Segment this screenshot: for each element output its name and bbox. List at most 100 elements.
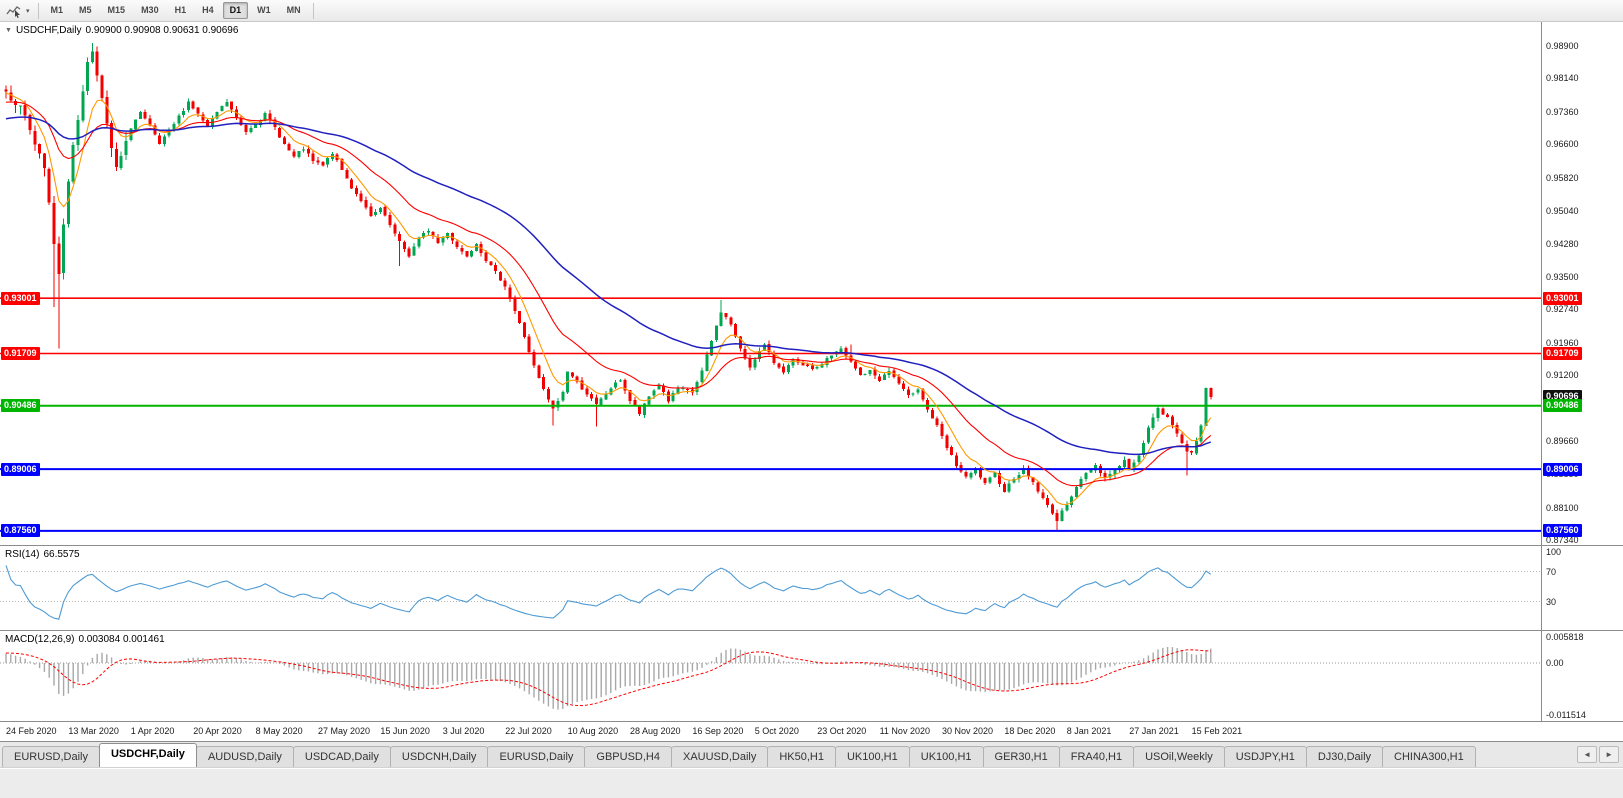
price-axis-label: 0.94280: [1546, 238, 1579, 249]
chart-tab-usoil-weekly[interactable]: USOil,Weekly: [1133, 746, 1225, 767]
timeframe-button-m30[interactable]: M30: [141, 5, 159, 15]
chart-tab-xauusd-daily[interactable]: XAUUSD,Daily: [670, 746, 769, 767]
timeframe-button-w1[interactable]: W1: [257, 5, 271, 15]
price-axis-label: 0.93500: [1546, 271, 1579, 282]
time-axis-label: 22 Jul 2020: [505, 726, 552, 736]
macd-axis[interactable]: 0.005818 0.00 -0.011514: [1541, 631, 1623, 721]
chart-tab-audusd-daily[interactable]: AUDUSD,Daily: [195, 746, 294, 767]
macd-label: MACD(12,26,9) 0.003084 0.001461: [5, 634, 169, 645]
chart-tab-gbpusd-h4[interactable]: GBPUSD,H4: [584, 746, 672, 767]
price-axis-label: 0.95040: [1546, 206, 1579, 217]
hline-price-tag-right[interactable]: 0.87560: [1543, 524, 1582, 538]
rsi-plot[interactable]: RSI(14) 66.5575: [0, 546, 1541, 630]
time-axis-label: 16 Sep 2020: [692, 726, 744, 736]
time-axis-label: 27 May 2020: [318, 726, 371, 736]
chart-tab-uk100-h1[interactable]: UK100,H1: [908, 746, 984, 767]
chart-symbol-label: ▼ USDCHF,Daily 0.90900 0.90908 0.90631 0.9…: [5, 25, 242, 36]
macd-axis-label: 0.00: [1546, 658, 1564, 668]
hline-price-tag-right[interactable]: 0.89006: [1543, 462, 1582, 476]
rsi-canvas[interactable]: [0, 546, 1541, 630]
time-axis-label: 11 Nov 2020: [879, 726, 930, 736]
rsi-axis-label: 30: [1546, 596, 1557, 607]
toolbar-separator: [37, 2, 39, 19]
price-axis-label: 0.91200: [1546, 370, 1579, 381]
chart-tab-bar: EURUSD,Daily USDCHF,Daily AUDUSD,Daily USDC…: [0, 742, 1623, 768]
time-axis-label: 20 Apr 2020: [193, 726, 242, 736]
price-axis[interactable]: 0.90696 0.98900 0.98140 0.97360 0.96600 0.95…: [1541, 22, 1623, 545]
rsi-axis-label: 70: [1546, 566, 1557, 577]
chart-tab-fra40-h1[interactable]: FRA40,H1: [1058, 746, 1135, 767]
macd-axis-label: -0.011514: [1546, 709, 1586, 720]
timeframe-button-m1[interactable]: M1: [50, 5, 64, 15]
rsi-indicator-value: 66.5575: [43, 549, 80, 560]
chart-cursor-glyph: [6, 5, 21, 18]
chart-tool-icon[interactable]: [3, 2, 25, 20]
ohlc-values: 0.90900 0.90908 0.90631 0.90696: [85, 25, 239, 36]
timeframe-button-h1[interactable]: H1: [174, 5, 187, 15]
macd-canvas[interactable]: [0, 631, 1541, 721]
tab-scrollers: ◄ ►: [1575, 742, 1623, 767]
macd-axis-label: 0.005818: [1546, 632, 1584, 642]
timeframe-button-m5[interactable]: M5: [79, 5, 92, 15]
macd-indicator-name: MACD(12,26,9): [5, 634, 75, 645]
chart-tab-china300-h1[interactable]: CHINA300,H1: [1382, 746, 1476, 767]
macd-pane: MACD(12,26,9) 0.003084 0.001461 0.005818 0…: [0, 631, 1623, 722]
collapse-arrow-icon[interactable]: ▼: [5, 27, 12, 34]
timeframe-button-mn[interactable]: MN: [286, 5, 301, 15]
main-price-pane: ▼ USDCHF,Daily 0.90900 0.90908 0.90631 0.9…: [0, 22, 1623, 546]
toolbar-separator: [312, 2, 314, 19]
rsi-axis-label: 100: [1546, 547, 1562, 557]
time-axis[interactable]: 24 Feb 2020 13 Mar 2020 1 Apr 2020 20 Apr 2…: [0, 722, 1623, 742]
hline-price-tag-right[interactable]: 0.91709: [1543, 346, 1582, 360]
price-axis-label: 0.98900: [1546, 41, 1579, 51]
price-axis-label: 0.89660: [1546, 436, 1579, 447]
time-axis-label: 8 Jan 2021: [1066, 726, 1112, 736]
timeframe-buttons: M1 M5 M15 M30 H1 H4 D1 W1 MN: [43, 2, 309, 19]
time-axis-label: 10 Aug 2020: [567, 726, 619, 736]
chart-tab-usdcnh-daily[interactable]: USDCNH,Daily: [389, 746, 489, 767]
dropdown-caret-icon[interactable]: ▾: [26, 7, 30, 15]
rsi-axis[interactable]: 100 70 30: [1541, 546, 1623, 630]
chart-tab-hk50-h1[interactable]: HK50,H1: [767, 746, 836, 767]
time-axis-label: 28 Aug 2020: [630, 726, 681, 736]
chart-tab-eurusd-daily[interactable]: EURUSD,Daily: [2, 746, 100, 767]
price-axis-label: 0.87340: [1546, 535, 1579, 546]
window-bottom-filler: [0, 768, 1623, 798]
time-axis-label: 5 Oct 2020: [754, 726, 799, 736]
timeframe-button-m15[interactable]: M15: [107, 5, 126, 15]
symbol-name: USDCHF,Daily: [15, 25, 82, 36]
time-axis-label: 27 Jan 2021: [1129, 726, 1179, 736]
time-axis-label: 30 Nov 2020: [942, 726, 994, 736]
time-axis-label: 1 Apr 2020: [130, 726, 175, 736]
price-axis-label: 0.98140: [1546, 73, 1579, 84]
chart-tab-uk100-h1[interactable]: UK100,H1: [834, 746, 910, 767]
main-chart-canvas[interactable]: [0, 22, 1541, 545]
time-axis-label: 23 Oct 2020: [817, 726, 867, 736]
price-axis-label: 0.88100: [1546, 502, 1579, 513]
time-axis-label: 13 Mar 2020: [68, 726, 119, 736]
price-axis-label: 0.91960: [1546, 337, 1579, 348]
chart-tabs: EURUSD,Daily USDCHF,Daily AUDUSD,Daily USDC…: [2, 743, 1476, 767]
rsi-indicator-name: RSI(14): [5, 549, 40, 560]
chart-tab-dj30-daily[interactable]: DJ30,Daily: [1305, 746, 1384, 767]
macd-indicator-value: 0.003084 0.001461: [78, 634, 165, 645]
hline-price-tag-right[interactable]: 0.93001: [1543, 291, 1582, 305]
main-plot[interactable]: ▼ USDCHF,Daily 0.90900 0.90908 0.90631 0.9…: [0, 22, 1541, 545]
time-axis-label: 15 Feb 2021: [1191, 726, 1243, 736]
rsi-label: RSI(14) 66.5575: [5, 549, 84, 560]
chart-tab-usdchf-daily[interactable]: USDCHF,Daily: [98, 743, 197, 767]
timeframe-button-h4[interactable]: H4: [202, 5, 214, 15]
macd-plot[interactable]: MACD(12,26,9) 0.003084 0.001461: [0, 631, 1541, 721]
chart-tab-usdjpy-h1[interactable]: USDJPY,H1: [1223, 746, 1307, 767]
tab-scroll-right-button[interactable]: ►: [1599, 746, 1619, 763]
chart-tab-ger30-h1[interactable]: GER30,H1: [982, 746, 1060, 767]
hline-price-tag-right[interactable]: 0.90486: [1543, 399, 1582, 413]
chart-tab-eurusd-daily[interactable]: EURUSD,Daily: [487, 746, 586, 767]
time-axis-label: 15 Jun 2020: [380, 726, 430, 736]
timeframe-button-d1[interactable]: D1: [222, 2, 249, 19]
chart-tab-usdcad-daily[interactable]: USDCAD,Daily: [292, 746, 391, 767]
tab-scroll-left-button[interactable]: ◄: [1577, 746, 1598, 763]
price-axis-label: 0.95820: [1546, 172, 1579, 183]
time-axis-label: 24 Feb 2020: [6, 726, 57, 736]
